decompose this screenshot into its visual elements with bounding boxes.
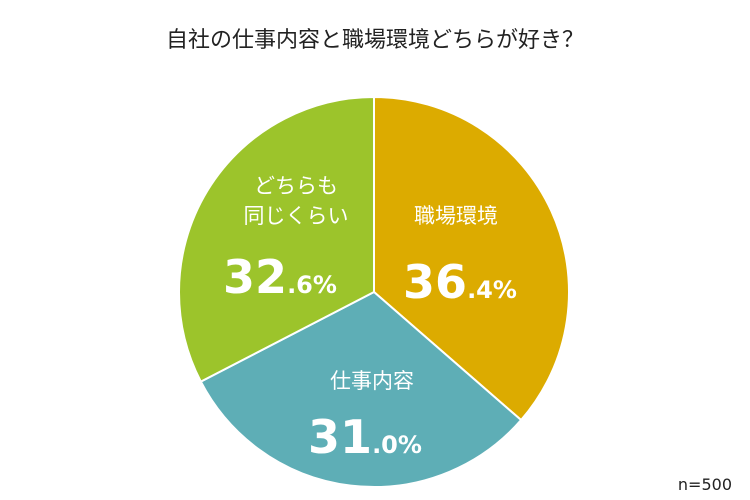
pie-slice <box>373 95 570 422</box>
pie-slice <box>178 95 375 383</box>
slice-label: どちらも 同じくらい <box>243 174 349 228</box>
slice-label: 職場環境 <box>414 204 498 228</box>
slice-label: 仕事内容 <box>330 369 414 393</box>
value-label: 32.6% <box>223 250 337 304</box>
value-label: 36.4% <box>403 255 517 309</box>
value-label: 31.0% <box>308 410 422 464</box>
sample-size-note: n=500 <box>677 475 732 494</box>
chart-title: 自社の仕事内容と職場環境どちらが好き？ <box>165 28 584 53</box>
